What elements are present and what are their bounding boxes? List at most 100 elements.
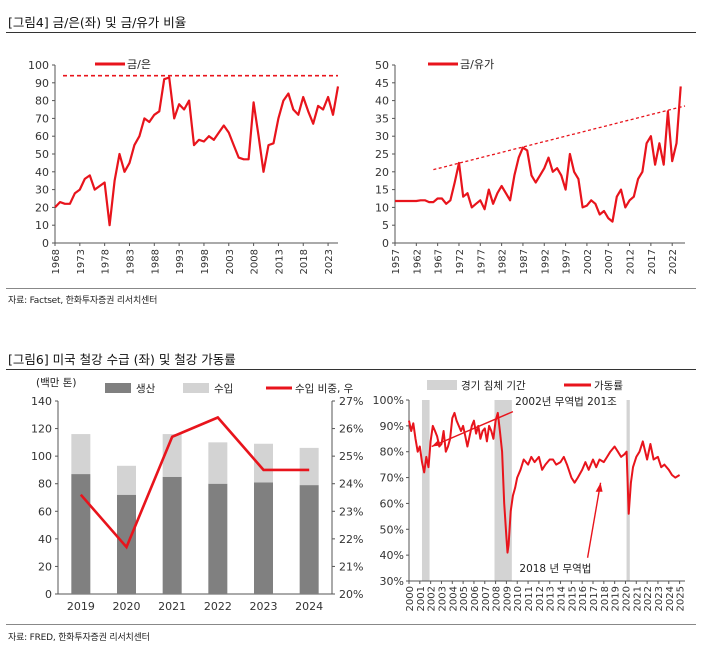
production-bar [299, 485, 319, 594]
legend-label-recession: 경기 침체 기간 [461, 379, 526, 392]
gold-silver-ratio-chart: 0 10 20 30 40 50 60 70 80 90 100 1968 1973 1978 1983 19… [28, 58, 340, 274]
y-tick-label: 40 [375, 95, 389, 108]
y-tick-label: 0 [382, 237, 389, 250]
annotation-arrowhead-2018 [595, 482, 603, 492]
y-tick-label: 100% [373, 394, 404, 407]
y-tick-label: 60% [380, 497, 404, 510]
y-tick-label: 80 [38, 478, 52, 491]
production-bar [162, 476, 182, 594]
gold-oil-series-line [395, 86, 682, 223]
y-tick-label: 50 [375, 59, 389, 72]
production-bar [208, 483, 228, 594]
y2-tick-label: 23% [339, 505, 363, 518]
fig6-title-rule [6, 369, 696, 370]
x-tick-label: 2002 [583, 249, 594, 274]
y-axis-unit-label: (백만 톤) [36, 377, 77, 389]
legend-label: 금/은 [127, 58, 151, 71]
steel-utilization-chart: 경기 침체 기간 가동률 30% 40% 50% 60% 70% 80% 90% 100% 2000… [373, 379, 687, 611]
legend-swatch-recession [427, 380, 457, 390]
imports-bar [162, 434, 182, 477]
x-tick-label: 1987 [519, 249, 530, 274]
x-tick-label: 1973 [76, 249, 87, 274]
y-tick-label: 30% [380, 575, 404, 588]
y-tick-label: 5 [382, 219, 389, 232]
y2-tick-label: 22% [339, 533, 363, 546]
x-tick-label: 2022 [643, 586, 654, 611]
x-tick-label: 2008 [492, 586, 503, 611]
gold-silver-series-line [54, 76, 340, 227]
y-tick-label: 50 [35, 148, 49, 161]
y-tick-label: 30 [375, 130, 389, 143]
x-tick-label: 1967 [434, 249, 445, 274]
x-tick-label: 1957 [391, 249, 402, 274]
y-tick-label: 70 [35, 112, 49, 125]
y-tick-label: 20 [38, 560, 52, 573]
x-tick-label: 2003 [437, 586, 448, 611]
imports-bar [254, 443, 273, 483]
y-tick-label: 40 [38, 533, 52, 546]
x-tick-label: 2021 [632, 586, 643, 611]
x-tick-label: 1978 [101, 249, 112, 274]
y-tick-label: 90 [35, 77, 49, 90]
x-tick-label: 1992 [540, 249, 551, 274]
x-tick-label: 2007 [481, 586, 492, 611]
y-tick-label: 20 [35, 201, 49, 214]
y-tick-label: 90% [380, 420, 404, 433]
y-tick-label: 60 [38, 505, 52, 518]
y2-tick-label: 21% [339, 560, 363, 573]
imports-bar [117, 465, 136, 495]
x-tick-label: 2009 [502, 586, 513, 611]
y-tick-label: 0 [45, 588, 52, 601]
annotation-arrow-201 [431, 410, 514, 448]
x-tick-label: 2019 [611, 586, 622, 611]
x-tick-label: 2013 [274, 249, 285, 274]
x-tick-label: 1982 [498, 249, 509, 274]
y2-tick-label: 26% [339, 423, 363, 436]
x-tick-label: 2011 [524, 586, 535, 611]
x-tick-label: 1988 [150, 249, 161, 274]
x-tick-label: 2024 [665, 586, 676, 611]
x-tick-label: 2023 [324, 249, 335, 274]
imports-bar [71, 434, 91, 475]
x-tick-label: 1968 [51, 249, 62, 274]
trend-line [433, 105, 686, 171]
y2-tick-label: 27% [339, 395, 363, 408]
y-tick-label: 50% [380, 523, 404, 536]
legend-label-import-share: 수입 비중, 우 [295, 382, 354, 395]
y-tick-label: 45 [375, 77, 389, 90]
y-tick-label: 40 [35, 166, 49, 179]
x-tick-label: 1998 [200, 249, 211, 274]
x-tick-label: 1993 [175, 249, 186, 274]
x-tick-label: 2023 [654, 586, 665, 611]
fig4-title-rule [6, 32, 696, 33]
x-tick-label: 2000 [405, 586, 416, 611]
x-tick-label: 2012 [626, 249, 637, 274]
steel-supply-chart: (백만 톤) 생산 수입 수입 비중, 우 0 20 40 60 80 100 120 140 20% 2… [31, 377, 363, 613]
x-tick-label: 2015 [567, 586, 578, 611]
y-tick-label: 30 [35, 184, 49, 197]
x-tick-label: 2018 [299, 249, 310, 274]
x-tick-label: 2017 [589, 586, 600, 611]
x-tick-label: 2013 [546, 586, 557, 611]
y-tick-label: 70% [380, 472, 404, 485]
annotation-arrow-2018 [586, 482, 602, 558]
x-tick-label: 2020 [113, 600, 141, 613]
y-tick-label: 10 [35, 219, 49, 232]
x-tick-label: 2023 [250, 600, 278, 613]
x-tick-label: 2022 [204, 600, 232, 613]
x-tick-label: 2001 [416, 586, 427, 611]
annotation-label-201: 2002년 무역법 201조 [515, 396, 617, 408]
fig4-bottom-rule [6, 288, 696, 289]
y-tick-label: 140 [31, 395, 52, 408]
y-tick-label: 80% [380, 446, 404, 459]
y-tick-label: 100 [31, 450, 52, 463]
x-tick-label: 2004 [448, 586, 459, 611]
x-tick-label: 1962 [412, 249, 423, 274]
fig6-bottom-rule [6, 624, 696, 625]
import-share-line [79, 415, 310, 550]
x-tick-label: 1997 [562, 249, 573, 274]
x-tick-label: 2016 [578, 586, 589, 611]
y-tick-label: 20 [375, 166, 389, 179]
x-tick-label: 2025 [676, 586, 687, 611]
legend-label-production: 생산 [136, 383, 156, 395]
